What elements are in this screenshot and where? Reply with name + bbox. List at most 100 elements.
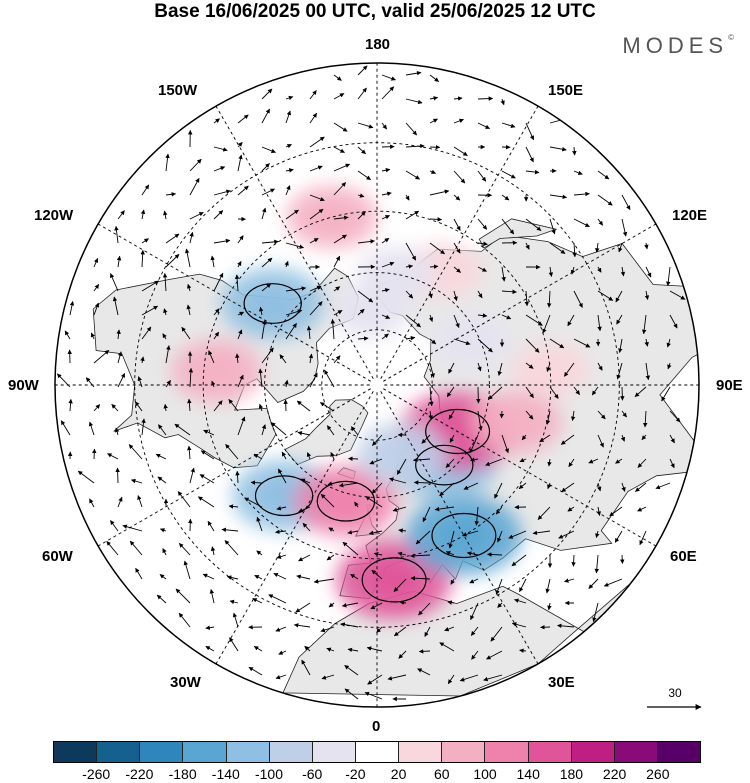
anomaly-core [365,559,424,600]
wind-arrow [453,194,461,201]
wind-arrow [453,146,468,156]
colorbar-swatch [657,742,701,762]
wind-arrow [357,239,375,244]
wind-arrow [634,386,647,398]
colorbar-swatch [54,742,98,762]
wind-arrow [88,421,95,436]
wind-arrow [392,506,407,512]
wind-arrow [306,325,312,340]
wind-arrow [560,434,575,445]
wind-arrow [616,362,623,380]
wind-arrow [644,338,649,347]
wind-arrow [301,659,311,676]
anomaly-core [193,355,240,387]
wind-arrow [309,208,324,220]
wind-arrow [313,578,335,584]
wind-arrow [285,185,291,196]
wind-arrow [237,154,243,172]
wind-arrow [278,468,287,484]
wind-arrow [229,637,239,652]
wind-arrow [177,491,191,508]
wind-arrow [347,647,359,653]
wind-arrow [213,146,228,152]
wind-arrow [592,602,599,623]
wind-arrow [519,648,527,653]
wind-arrow [141,184,150,196]
wind-arrow [155,453,167,460]
land-shape [478,218,558,249]
wind-arrow [418,649,431,654]
wind-arrow [279,354,287,364]
lon-label-180: 180 [365,36,391,53]
wind-arrow [477,313,488,318]
wind-arrow [447,674,455,685]
wind-arrow [459,674,479,682]
wind-arrow [324,369,335,388]
wind-arrow [333,122,348,132]
wind-arrow [466,551,479,556]
wind-arrow [60,420,71,436]
wind-arrow [186,304,191,316]
wind-arrow [547,602,552,611]
wind-arrow [453,242,461,254]
wind-arrow [477,96,494,101]
wind-arrow [268,594,287,604]
wind-arrow [549,242,566,254]
wind-arrow [463,482,479,490]
wind-arrow [485,458,503,466]
colorbar-swatch [140,742,184,762]
wind-arrow [275,626,287,632]
wind-arrow [285,110,291,124]
wind-arrow [342,541,359,556]
wind-arrow [369,458,383,465]
wind-arrow [595,242,600,253]
wind-scale-label: 30 [668,686,682,700]
wind-arrow [537,506,551,520]
graticule [55,63,699,707]
wind-arrow [450,578,455,585]
wind-arrow [399,600,407,605]
wind-arrow [250,480,263,485]
wind-arrow [567,506,575,512]
wind-arrow [525,242,530,250]
wind-arrow [388,477,407,484]
wind-arrow [117,372,126,388]
map-boundary [54,62,700,708]
wind-arrow [211,380,216,388]
wind-arrow [371,569,383,580]
wind-arrow [234,274,240,292]
wind-arrow [261,424,267,436]
meridian-line [97,223,371,382]
wind-arrow [228,399,239,412]
wind-arrow [333,355,341,364]
colorbar-tick-label: -180 [168,766,197,782]
wind-arrow [117,351,123,364]
wind-arrow [300,478,311,484]
wind-arrow [573,191,590,197]
wind-arrow [525,169,540,175]
lon-label-30e: 30E [548,674,575,691]
wind-arrow [387,674,407,681]
wind-arrow [64,330,71,340]
wind-arrow [93,257,99,268]
wind-arrow [309,112,318,124]
wind-arrow [570,266,576,275]
wind-arrow [545,410,551,425]
wind-arrow [309,90,317,100]
wind-arrow [545,578,551,594]
wind-scale-reference: 30 [645,686,705,716]
wind-arrow [573,170,583,175]
wind-arrow [187,283,192,292]
wind-arrow [321,674,335,680]
wind-arrow [621,410,627,418]
colorbar-tick-label: -220 [125,766,154,782]
wind-arrow [309,301,323,316]
wind-arrow [621,194,631,211]
wind-arrow [556,623,575,629]
colorbar-swatch [571,742,615,762]
wind-arrow [381,86,395,100]
latitude-circle [264,272,490,498]
colorbar-swatch [399,742,443,762]
wind-arrow [261,188,276,196]
meridian-line [383,388,657,547]
